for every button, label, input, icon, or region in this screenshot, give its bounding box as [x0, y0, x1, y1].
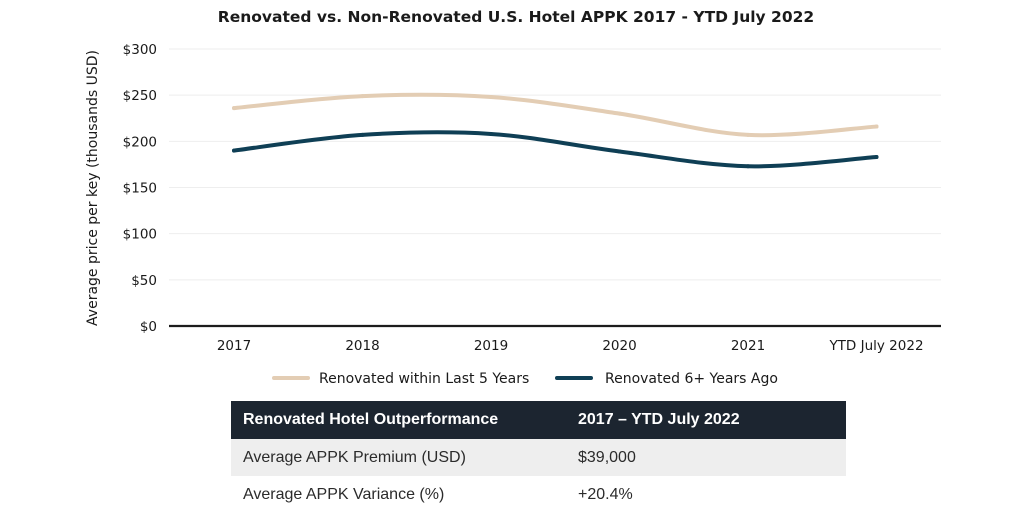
y-tick-label: $50: [131, 273, 157, 289]
table-cell-metric: Average APPK Premium (USD): [231, 439, 566, 476]
data-point: [874, 155, 879, 160]
data-point: [489, 131, 493, 136]
y-tick-label: $100: [123, 227, 157, 243]
data-point: [617, 149, 622, 154]
table-cell-value: +20.4%: [578, 485, 633, 503]
chart-container: Renovated vs. Non-Renovated U.S. Hotel A…: [85, 8, 941, 387]
table-header-metric: Renovated Hotel Outperformance: [231, 401, 566, 439]
y-tick-label: $250: [123, 88, 157, 104]
data-point: [360, 132, 365, 137]
table-row: Average APPK Premium (USD) $39,000: [231, 439, 846, 476]
x-tick-label: 2017: [217, 338, 251, 354]
x-tick-label: 2019: [474, 338, 508, 354]
legend[interactable]: Renovated within Last 5 Years Renovated 6…: [272, 371, 778, 387]
grid-layer: [169, 48, 941, 328]
x-tick-label: YTD July 2022: [828, 338, 923, 354]
table-header-period: 2017 – YTD July 2022: [566, 401, 846, 439]
series-lines: [232, 92, 879, 169]
data-point: [617, 111, 622, 116]
table-row: Average APPK Variance (%) +20.4%: [231, 476, 846, 513]
y-tick-label: $300: [123, 42, 157, 58]
data-point: [232, 148, 236, 153]
legend-label: Renovated 6+ Years Ago: [605, 371, 778, 387]
data-point: [232, 106, 236, 111]
outperformance-table: Renovated Hotel Outperformance 2017 – YT…: [231, 401, 846, 513]
x-tick-label: 2018: [345, 338, 379, 354]
data-point: [874, 124, 879, 129]
table-cell-value: $39,000: [566, 439, 846, 476]
series-line-1: [232, 92, 879, 138]
table-header-row: Renovated Hotel Outperformance 2017 – YT…: [231, 401, 846, 439]
line-chart: Renovated vs. Non-Renovated U.S. Hotel A…: [85, 8, 941, 387]
table-cell-metric: Average APPK Variance (%): [243, 485, 445, 503]
data-point: [746, 164, 750, 169]
x-tick-labels: 2017 2018 2019 2020 2021 YTD July 2022: [217, 338, 924, 354]
legend-item-1[interactable]: Renovated within Last 5 Years: [272, 371, 529, 387]
y-tick-label: $150: [123, 181, 157, 197]
x-tick-label: 2020: [602, 338, 636, 354]
legend-label: Renovated within Last 5 Years: [319, 371, 529, 387]
y-tick-label: $200: [123, 134, 157, 150]
x-tick-label: 2021: [731, 338, 765, 354]
data-point: [489, 95, 493, 100]
data-point: [360, 94, 365, 99]
y-tick-label: $0: [140, 319, 157, 335]
legend-item-2[interactable]: Renovated 6+ Years Ago: [555, 371, 778, 387]
series-line-2: [232, 130, 879, 169]
data-point: [746, 132, 750, 137]
y-tick-labels: $0 $50 $100 $150 $200 $250 $300: [123, 42, 157, 335]
y-axis-label: Average price per key (thousands USD): [85, 50, 101, 326]
chart-title: Renovated vs. Non-Renovated U.S. Hotel A…: [218, 8, 814, 26]
